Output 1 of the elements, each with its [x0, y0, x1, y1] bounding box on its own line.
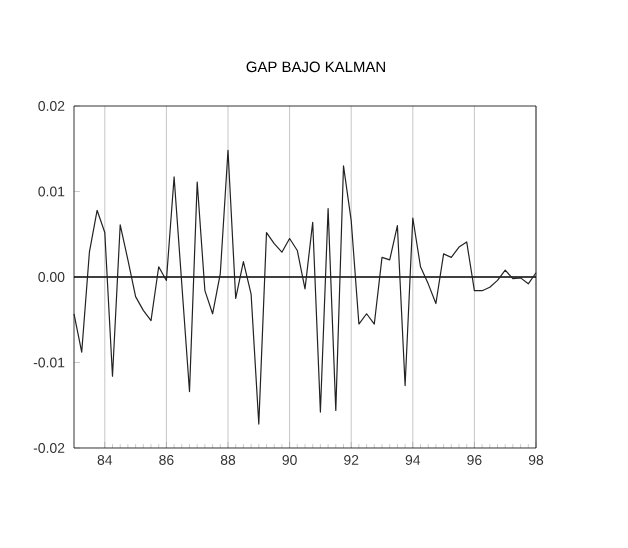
line-series [73, 149, 537, 425]
